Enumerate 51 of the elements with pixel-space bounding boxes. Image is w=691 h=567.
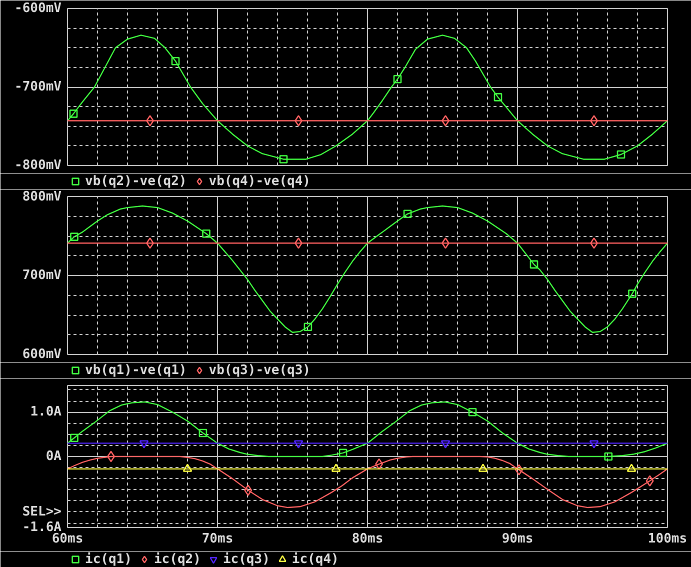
point	[589, 440, 599, 448]
point	[604, 452, 613, 461]
y-tick-label: -800mV	[14, 158, 62, 173]
point	[403, 210, 412, 218]
y-tick-label: 700mV	[22, 268, 62, 283]
legend-label: vb(q4)-ve(q4)	[208, 173, 310, 189]
point	[616, 150, 626, 159]
point	[70, 434, 78, 442]
point	[440, 440, 450, 448]
legend-label: vb(q1)-ve(q1)	[85, 362, 187, 378]
y-tick-label: 600mV	[22, 347, 62, 362]
point	[294, 440, 304, 448]
point	[338, 448, 348, 458]
x-tick-label: 70ms	[202, 532, 234, 546]
legend-label: vb(q3)-ve(q3)	[208, 362, 310, 378]
legend-label: vb(q2)-ve(q2)	[85, 173, 187, 189]
x-tick-label: 100ms	[648, 532, 688, 546]
y-tick-label: -600mV	[14, 1, 62, 16]
y-tick-label: 800mV	[22, 190, 62, 204]
x-tick-label: 80ms	[352, 532, 384, 546]
point	[182, 464, 192, 472]
point	[139, 440, 149, 448]
point	[202, 229, 210, 238]
point	[304, 322, 312, 331]
x-tick-label: 90ms	[502, 532, 534, 546]
point	[646, 475, 654, 487]
y-tick-label: -700mV	[14, 80, 62, 94]
point	[393, 75, 402, 84]
point	[331, 464, 341, 472]
point	[375, 458, 384, 470]
legend-label: ic(q2)	[154, 551, 201, 567]
point	[70, 232, 78, 241]
point	[478, 464, 488, 472]
legend-label: ic(q3)	[222, 551, 270, 567]
point	[279, 155, 288, 164]
x-tick-label: 60ms	[52, 532, 84, 546]
point	[530, 260, 538, 269]
legend-label: ic(q1)	[85, 551, 132, 567]
line-series	[68, 205, 668, 333]
point	[468, 408, 477, 416]
point	[244, 484, 252, 496]
point	[69, 110, 78, 118]
legend-label: ic(q4)	[292, 551, 339, 567]
point	[628, 290, 636, 298]
y-tick-label: 0A	[46, 449, 62, 464]
point	[626, 464, 636, 472]
point	[171, 56, 180, 66]
point	[494, 93, 502, 102]
point	[198, 428, 208, 438]
y-tick-label: 1.0A	[30, 404, 62, 420]
text: SEL>>	[22, 504, 62, 520]
